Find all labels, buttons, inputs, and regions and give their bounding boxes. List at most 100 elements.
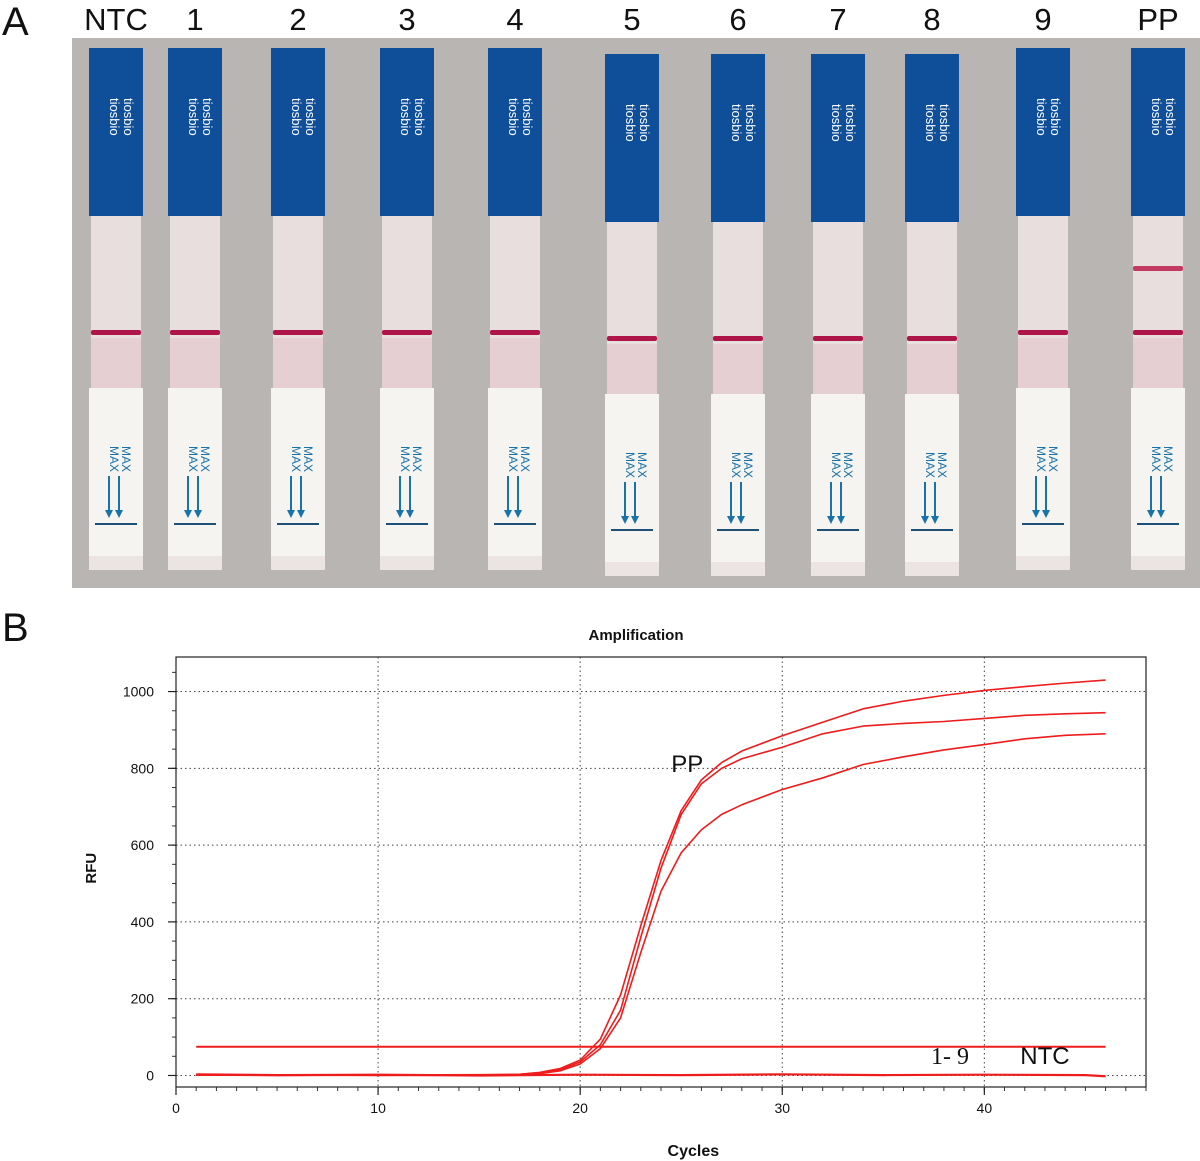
brand-text: tiosbio (506, 98, 521, 136)
arrow-icon (737, 516, 745, 524)
strip-handle (89, 48, 143, 216)
control-line (713, 336, 763, 341)
brand-text: tiosbio (121, 98, 136, 136)
strip-handle (168, 48, 222, 216)
arrow-icon (184, 510, 192, 518)
max-text: MAX (186, 446, 200, 472)
lane-label: PP (1137, 2, 1179, 37)
arrow-icon (1147, 510, 1155, 518)
sample-pad (168, 388, 222, 556)
brand-text: tiosbio (412, 98, 427, 136)
lane-label: 2 (289, 2, 307, 37)
brand-text: tiosbio (843, 104, 858, 142)
lane-label: 9 (1034, 2, 1052, 37)
arrow-icon (1157, 510, 1165, 518)
brand-text: tiosbio (1048, 98, 1063, 136)
max-text: MAX (1149, 446, 1163, 472)
arrow-icon (931, 516, 939, 524)
arrow-icon (504, 510, 512, 518)
lane-label: 5 (623, 2, 641, 37)
x-axis-label: Cycles (668, 1143, 720, 1160)
lane-label: 1 (186, 2, 204, 37)
y-tick-label: 0 (146, 1067, 154, 1083)
brand-text: tiosbio (520, 98, 535, 136)
brand-text: tiosbio (729, 104, 744, 142)
arrow-icon (631, 516, 639, 524)
annotation-label: PP (671, 751, 703, 778)
arrow-icon (621, 516, 629, 524)
strip-handle (1131, 48, 1185, 216)
lane-label: NTC (84, 2, 148, 37)
sample-pad (488, 388, 542, 556)
x-tick-label: 40 (977, 1100, 993, 1116)
series-line (196, 1073, 1106, 1078)
max-text: MAX (1161, 446, 1175, 472)
y-tick-label: 400 (131, 914, 155, 930)
strip-handle (271, 48, 325, 216)
control-line (382, 330, 432, 335)
lane-label: 3 (398, 2, 416, 37)
brand-text: tiosbio (1034, 98, 1049, 136)
arrow-icon (514, 510, 522, 518)
sample-pad (1131, 388, 1185, 556)
control-line (1133, 330, 1183, 335)
control-line (1018, 330, 1068, 335)
arrow-icon (194, 510, 202, 518)
arrow-icon (297, 510, 305, 518)
strip-handle (605, 54, 659, 222)
y-tick-label: 600 (131, 837, 155, 853)
max-text: MAX (923, 452, 937, 478)
max-text: MAX (829, 452, 843, 478)
x-tick-label: 20 (572, 1100, 588, 1116)
max-text: MAX (741, 452, 755, 478)
annotation-label: 1- 9 (931, 1044, 969, 1070)
max-text: MAX (198, 446, 212, 472)
max-text: MAX (623, 452, 637, 478)
control-line (490, 330, 540, 335)
sample-pad (380, 388, 434, 556)
brand-text: tiosbio (623, 104, 638, 142)
max-text: MAX (119, 446, 133, 472)
max-text: MAX (841, 452, 855, 478)
brand-text: tiosbio (829, 104, 844, 142)
y-axis-label: RFU (83, 853, 100, 884)
control-line (907, 336, 957, 341)
control-line (813, 336, 863, 341)
test-line (1133, 266, 1183, 271)
brand-text: tiosbio (398, 98, 413, 136)
strip-handle (380, 48, 434, 216)
arrow-icon (837, 516, 845, 524)
brand-text: tiosbio (937, 104, 952, 142)
strip-handle (811, 54, 865, 222)
sample-pad (89, 388, 143, 556)
brand-text: tiosbio (303, 98, 318, 136)
plot-frame (175, 656, 1147, 1088)
strip-handle (1016, 48, 1070, 216)
y-tick-label: 800 (131, 760, 155, 776)
lane-label: 8 (923, 2, 941, 37)
brand-text: tiosbio (186, 98, 201, 136)
arrow-icon (396, 510, 404, 518)
max-text: MAX (518, 446, 532, 472)
sample-pad (811, 394, 865, 562)
brand-text: tiosbio (1149, 98, 1164, 136)
arrow-icon (287, 510, 295, 518)
lane-label: 6 (729, 2, 747, 37)
panel-a-letter: A (2, 0, 29, 44)
max-text: MAX (635, 452, 649, 478)
arrow-icon (1042, 510, 1050, 518)
control-line (91, 330, 141, 335)
arrow-icon (827, 516, 835, 524)
sample-pad (905, 394, 959, 562)
max-text: MAX (935, 452, 949, 478)
lane-label: 7 (829, 2, 847, 37)
arrow-icon (406, 510, 414, 518)
brand-text: tiosbio (637, 104, 652, 142)
arrow-icon (1032, 510, 1040, 518)
